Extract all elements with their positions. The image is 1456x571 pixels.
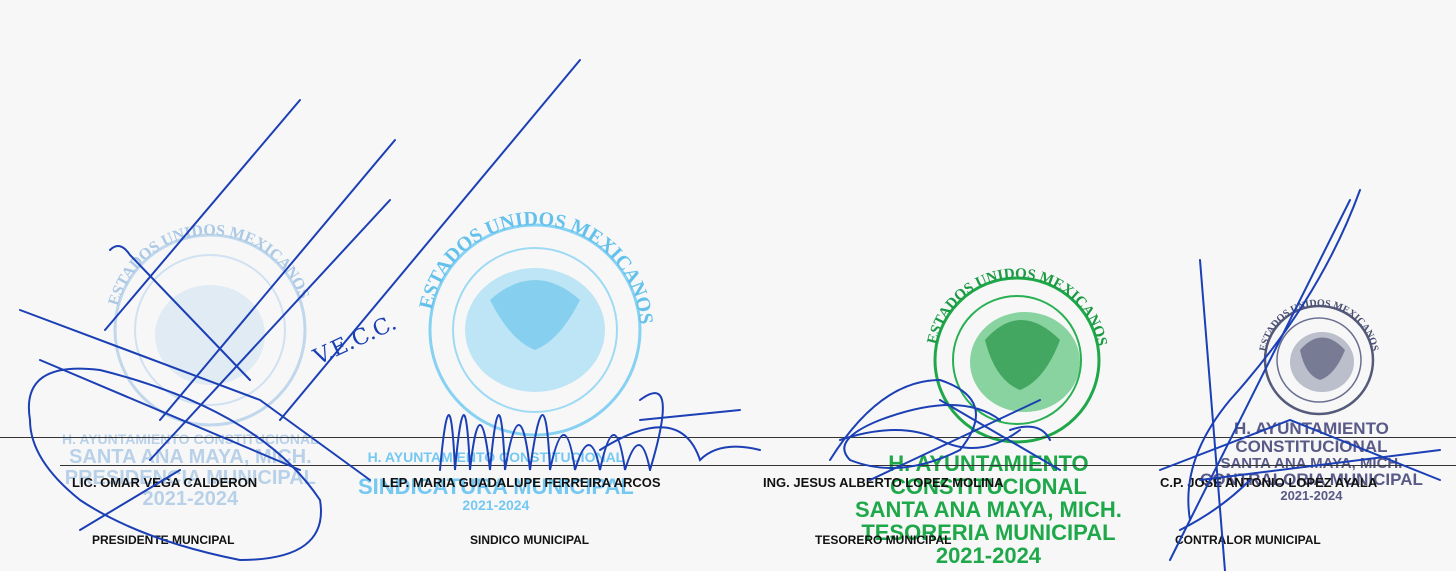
signatory-3-name: ING. JESUS ALBERTO LOPEZ MOLINA: [763, 475, 1004, 490]
stamp-3-line3: SANTA ANA MAYA, MICH.: [855, 497, 1122, 523]
signatory-2-name: LEP. MARIA GUADALUPE FERREIRA ARCOS: [382, 475, 661, 490]
contraloria-stamp: H. AYUNTAMIENTO CONSTITUCIONAL SANTA ANA…: [1200, 420, 1423, 503]
presidencia-stamp: H. AYUNTAMIENTO CONSTITUCIONAL SANTA ANA…: [62, 432, 319, 510]
signature-line-upper: [0, 437, 1456, 438]
stamp-2-line3: 2021-2024: [462, 496, 530, 513]
stamp-4-line5: 2021-2024: [1280, 488, 1343, 504]
stamp-1-line4: 2021-2024: [142, 487, 239, 510]
signatory-2-role: SINDICO MUNICIPAL: [470, 533, 590, 547]
stamp-4-line4: CONTRALORIA MUNICIPAL: [1200, 470, 1423, 490]
signature-line-lower: [60, 465, 1456, 466]
signature-tesorero: [829, 378, 1061, 481]
handwritten-initials: V.E.C.C.: [309, 311, 400, 371]
stamp-2-line2: SINDICATURA MUNICIPAL: [358, 473, 634, 499]
signature-president: V.E.C.C.: [19, 59, 581, 562]
stamp-3-line5: 2021-2024: [935, 543, 1042, 569]
stamp-4-line3: SANTA ANA MAYA, MICH.: [1220, 454, 1403, 472]
signature-contralor: [1159, 189, 1441, 571]
stamp-3-line4: TESORERIA MUNICIPAL: [861, 520, 1116, 546]
signatory-3-role: TESORERO MUNICIPAL: [815, 533, 952, 547]
signatory-1-name: LIC. OMAR VEGA CALDERON: [72, 475, 258, 490]
stamp-3-line2: CONSTITUCIONAL: [890, 474, 1087, 500]
stamp-1-line2: SANTA ANA MAYA, MICH.: [69, 445, 312, 468]
signatory-4-role: CONTRALOR MUNICIPAL: [1175, 533, 1321, 547]
stamp-2-line1: H. AYUNTAMIENTO CONSTITUCIONAL: [367, 449, 625, 465]
stamp-4-line2: CONSTITUCIONAL: [1235, 436, 1388, 456]
signature-sindico: [439, 392, 761, 471]
sindicatura-stamp: H. AYUNTAMIENTO CONSTITUCIONAL SINDICATU…: [358, 450, 634, 512]
stamp-1-line3: PRESIDENCIA MUNICIPAL: [64, 466, 316, 489]
